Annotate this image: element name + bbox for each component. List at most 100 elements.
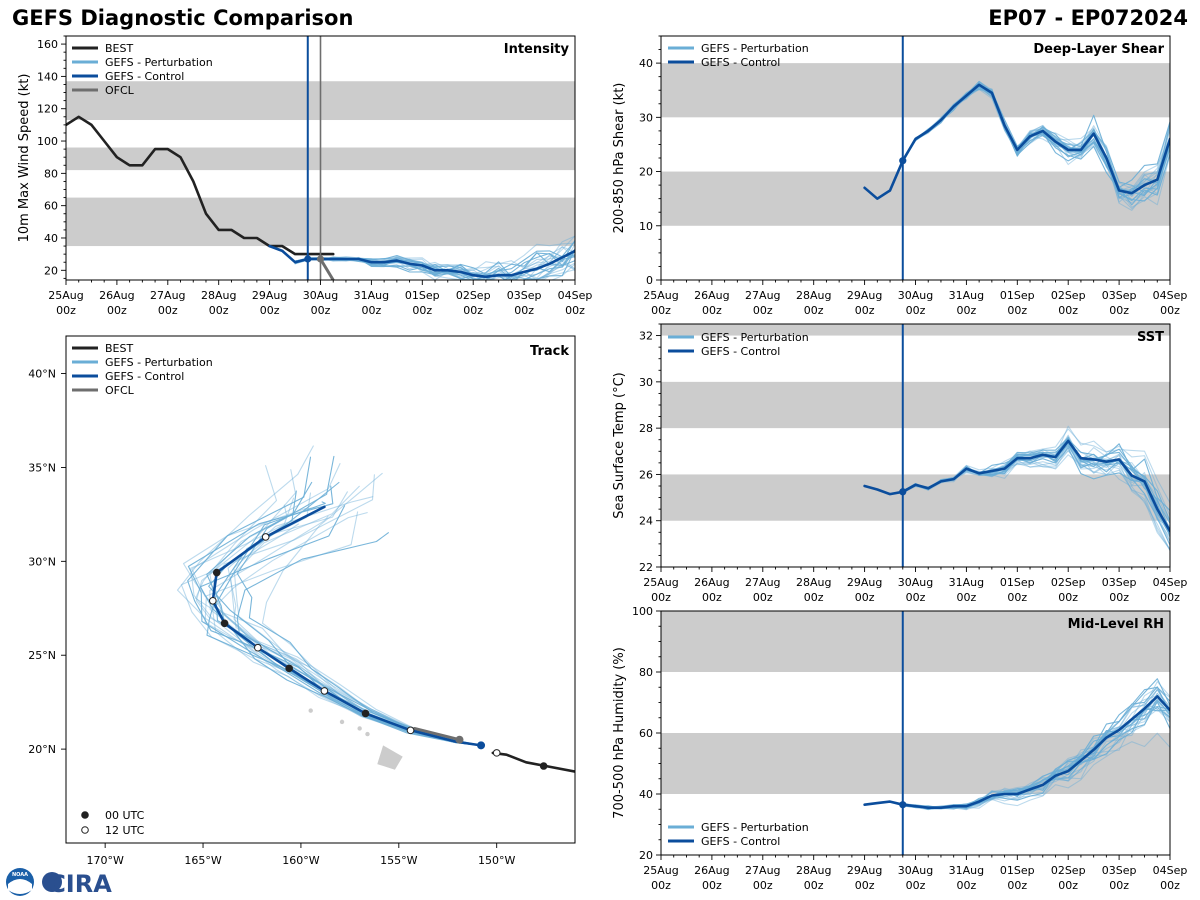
legend-label: GEFS - Control	[105, 70, 184, 83]
x-tick-label: 30Aug	[898, 289, 933, 302]
storm-id: EP07 - EP072024	[988, 6, 1188, 30]
x-tick-label: 02Sep	[1051, 864, 1086, 877]
legend-label: GEFS - Perturbation	[701, 821, 809, 834]
x-tick-label: 26Aug	[99, 289, 134, 302]
legend-label: 12 UTC	[105, 824, 145, 837]
x-tick-label: 31Aug	[949, 576, 984, 589]
x-tick-label: 00z	[702, 879, 722, 892]
perturbation-line	[294, 254, 575, 280]
y-tick-label: 120	[37, 103, 58, 116]
x-tick-label: 00z	[260, 304, 280, 317]
init-marker	[899, 488, 907, 496]
init-marker	[304, 255, 312, 263]
x-tick-label: 31Aug	[354, 289, 389, 302]
y-axis-label: 700-500 hPa Humidity (%)	[612, 647, 627, 819]
x-tick-label: 00z	[855, 591, 875, 604]
x-tick-label: 00z	[311, 304, 331, 317]
ofcl-track-line	[413, 727, 461, 742]
x-tick-label: 00z	[412, 304, 432, 317]
marker-00utc	[539, 762, 548, 770]
figure-title: GEFS Diagnostic Comparison	[12, 6, 354, 30]
x-tick-label: 00z	[56, 304, 76, 317]
x-tick-label: 29Aug	[847, 576, 882, 589]
x-tick-label: 29Aug	[847, 864, 882, 877]
legend-label: GEFS - Perturbation	[105, 356, 213, 369]
ofcl-line	[319, 257, 335, 280]
shade-band	[661, 324, 1170, 336]
perturbation-track	[180, 523, 482, 746]
x-tick-label: 03Sep	[1102, 576, 1137, 589]
marker-12utc	[406, 726, 415, 735]
control-line	[863, 83, 1170, 200]
land-hawaii	[377, 745, 403, 770]
x-tick-label: 00z	[1007, 879, 1027, 892]
land-island	[308, 708, 313, 713]
y-tick-label: 20	[639, 166, 653, 179]
panel-title: Deep-Layer Shear	[1033, 42, 1164, 57]
perturbation-line	[902, 692, 1170, 808]
legend-label: GEFS - Control	[701, 345, 780, 358]
y-tick-label: 40°N	[28, 368, 56, 381]
x-tick-label: 31Aug	[949, 289, 984, 302]
y-tick-label: 22	[639, 561, 653, 574]
y-tick-label: 100	[37, 135, 58, 148]
panel-title: Track	[530, 344, 569, 359]
x-tick-label: 26Aug	[694, 289, 729, 302]
x-tick-label: 00z	[651, 591, 671, 604]
shade-band	[661, 611, 1170, 672]
shade-band	[661, 474, 1170, 521]
x-tick-label: 01Sep	[1000, 864, 1035, 877]
x-tick-label: 30Aug	[898, 576, 933, 589]
y-tick-label: 20	[44, 264, 58, 277]
x-tick-label: 00z	[1007, 591, 1027, 604]
y-tick-label: 25°N	[28, 649, 56, 662]
x-tick-label: 25Aug	[643, 289, 678, 302]
x-tick-label: 26Aug	[694, 576, 729, 589]
y-axis-label: 200-850 hPa Shear (kt)	[612, 83, 627, 234]
legend-label: OFCL	[105, 384, 135, 397]
x-tick-label: 00z	[1160, 591, 1180, 604]
x-tick-label: 27Aug	[745, 576, 780, 589]
x-tick-label: 00z	[906, 591, 926, 604]
y-tick-label: 32	[639, 330, 653, 343]
x-tick-label: 28Aug	[201, 289, 236, 302]
best-track-line	[491, 751, 575, 773]
noaa-label: NOAA	[12, 872, 28, 878]
plot-area-track	[176, 445, 575, 773]
x-tick-label: 155°W	[380, 854, 417, 867]
x-tick-label: 00z	[702, 591, 722, 604]
x-tick-label: 00z	[651, 304, 671, 317]
ofcl-init-marker	[316, 255, 325, 263]
x-tick-label: 02Sep	[1051, 576, 1086, 589]
marker-00utc	[285, 664, 293, 673]
x-tick-label: 26Aug	[694, 864, 729, 877]
x-tick-label: 04Sep	[1153, 864, 1188, 877]
x-tick-label: 00z	[906, 304, 926, 317]
y-tick-label: 100	[632, 605, 653, 618]
x-tick-label: 29Aug	[847, 289, 882, 302]
x-tick-label: 00z	[804, 304, 824, 317]
plot-frame	[65, 335, 576, 844]
marker-00utc	[220, 619, 229, 628]
legend-label: GEFS - Perturbation	[105, 56, 213, 69]
x-tick-label: 165°W	[184, 854, 221, 867]
y-tick-label: 26	[639, 468, 653, 481]
x-tick-label: 00z	[651, 879, 671, 892]
x-tick-label: 00z	[158, 304, 178, 317]
x-tick-label: 00z	[463, 304, 483, 317]
x-tick-label: 02Sep	[456, 289, 491, 302]
marker-12utc	[209, 596, 217, 605]
land-island	[365, 731, 370, 737]
y-tick-label: 40	[44, 232, 58, 245]
x-tick-label: 00z	[753, 879, 773, 892]
x-tick-label: 00z	[804, 879, 824, 892]
x-tick-label: 01Sep	[1000, 576, 1035, 589]
marker-12utc	[254, 643, 262, 652]
legend-label: BEST	[105, 42, 133, 55]
x-tick-label: 00z	[804, 591, 824, 604]
shade-band	[661, 381, 1170, 429]
x-tick-label: 04Sep	[1153, 576, 1188, 589]
x-tick-label: 01Sep	[1000, 289, 1035, 302]
legend-label: GEFS - Control	[701, 56, 780, 69]
x-tick-label: 28Aug	[796, 864, 831, 877]
